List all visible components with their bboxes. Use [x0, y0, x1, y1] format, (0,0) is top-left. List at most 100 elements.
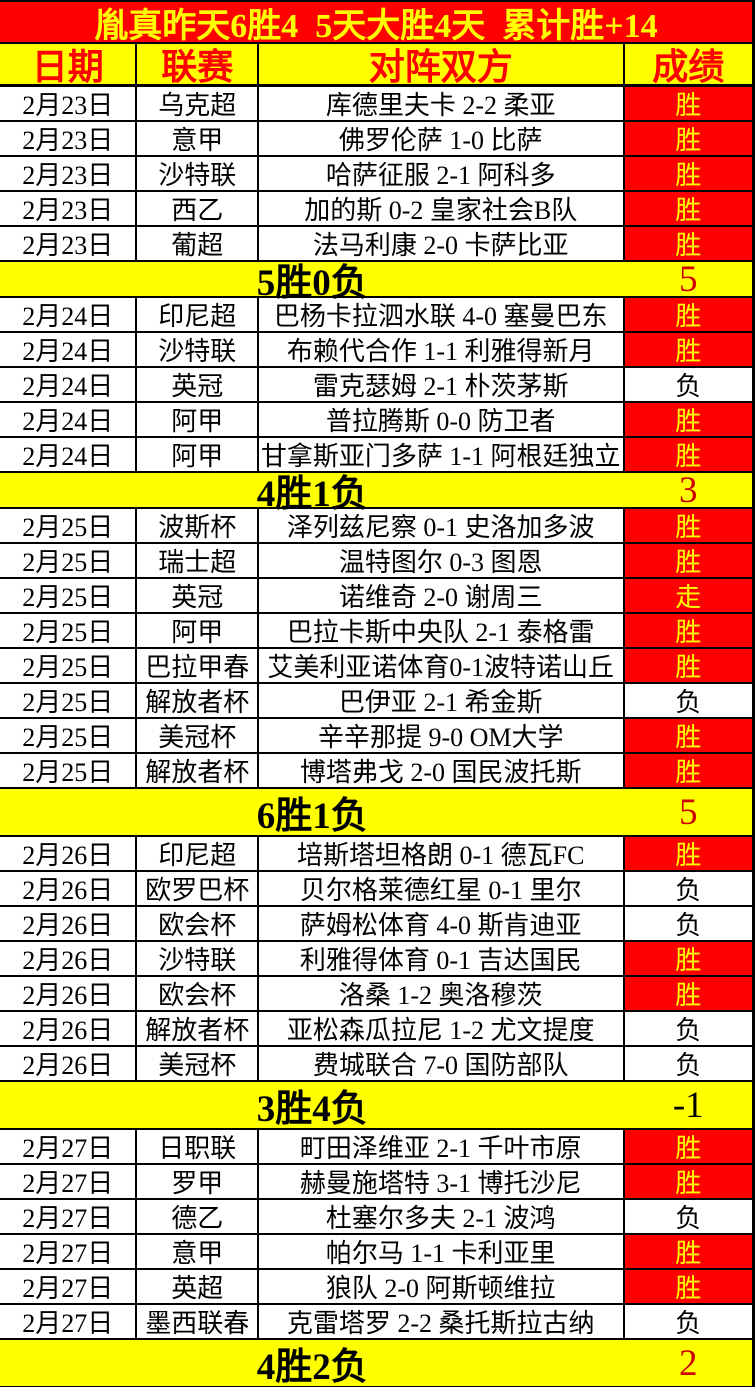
row-date-cell: 2月26日	[0, 942, 138, 975]
table-row: 2月25日 巴拉甲春 艾美利亚诺体育0-1波特诺山丘胜	[0, 649, 752, 684]
row-league-cell: 印尼超	[137, 298, 259, 331]
row-result-badge: 负	[624, 1305, 752, 1338]
table-row: 2月24日 阿甲 甘拿斯亚门多萨 1-1 阿根廷独立胜	[0, 438, 752, 473]
table-row: 2月25日 美冠杯 辛辛那提 9-0 OM大学胜	[0, 719, 752, 754]
row-match-cell: 博塔弗戈 2-0 国民波托斯	[259, 754, 625, 787]
row-league-cell: 解放者杯	[137, 684, 259, 717]
table-row: 2月27日 墨西联春 克雷塔罗 2-2 桑托斯拉古纳负	[0, 1305, 752, 1340]
row-date-cell: 2月27日	[0, 1270, 138, 1303]
summary-net-value: 5	[679, 258, 698, 300]
row-match-cell: 诺维奇 2-0 谢周三	[259, 579, 625, 612]
row-match-cell: 培斯塔坦格朗 0-1 德瓦FC	[259, 837, 625, 870]
row-date-cell: 2月26日	[0, 1012, 138, 1045]
row-league-cell: 英超	[137, 1270, 259, 1303]
row-match-cell: 巴伊亚 2-1 希金斯	[259, 684, 625, 717]
row-league-cell: 阿甲	[137, 403, 259, 436]
row-result-badge: 胜	[624, 719, 752, 752]
row-date-cell: 2月26日	[0, 872, 138, 905]
row-league-cell: 阿甲	[137, 438, 259, 471]
page-title: 胤真昨天6胜4 5天大胜4天 累计胜+14	[0, 2, 752, 44]
section-summary-row: 6胜1负 5	[0, 789, 752, 837]
summary-record-label: 4胜2负	[256, 1347, 368, 1387]
row-result-badge: 胜	[624, 157, 752, 190]
row-result-badge: 负	[624, 368, 752, 401]
summary-net-value: 5	[679, 791, 698, 833]
summary-net-value: 3	[679, 469, 698, 511]
table-row: 2月26日 解放者杯 亚松森瓜拉尼 1-2 尤文提度负	[0, 1012, 752, 1047]
table-row: 2月27日 德乙 杜塞尔多夫 2-1 波鸿负	[0, 1200, 752, 1235]
row-match-cell: 哈萨征服 2-1 阿科多	[259, 157, 625, 190]
row-date-cell: 2月25日	[0, 579, 138, 612]
row-match-cell: 亚松森瓜拉尼 1-2 尤文提度	[259, 1012, 625, 1045]
row-league-cell: 瑞士超	[137, 544, 259, 577]
table-row: 2月24日 沙特联 布赖代合作 1-1 利雅得新月胜	[0, 333, 752, 368]
header-date: 日期	[0, 44, 138, 84]
row-result-badge: 胜	[624, 1235, 752, 1268]
row-date-cell: 2月25日	[0, 754, 138, 787]
row-match-cell: 利雅得体育 0-1 吉达国民	[259, 942, 625, 975]
table-row: 2月23日 西乙 加的斯 0-2 皇家社会B队胜	[0, 192, 752, 227]
row-result-badge: 胜	[624, 649, 752, 682]
row-match-cell: 温特图尔 0-3 图恩	[259, 544, 625, 577]
table-body: 2月23日 乌克超 库德里夫卡 2-2 柔亚胜 2月23日 意甲 佛罗伦萨 1-0 比萨胜…	[0, 87, 752, 1387]
row-match-cell: 佛罗伦萨 1-0 比萨	[259, 122, 625, 155]
row-match-cell: 布赖代合作 1-1 利雅得新月	[259, 333, 625, 366]
row-league-cell: 英冠	[137, 579, 259, 612]
summary-record-label: 3胜4负	[256, 1089, 368, 1130]
row-date-cell: 2月23日	[0, 122, 138, 155]
row-match-cell: 洛桑 1-2 奥洛穆茨	[259, 977, 625, 1010]
table-row: 2月25日 英冠 诺维奇 2-0 谢周三走	[0, 579, 752, 614]
summary-net-value: 2	[679, 1342, 698, 1384]
row-league-cell: 阿甲	[137, 614, 259, 647]
row-result-badge: 胜	[624, 227, 752, 260]
row-league-cell: 英冠	[137, 368, 259, 401]
row-match-cell: 克雷塔罗 2-2 桑托斯拉古纳	[259, 1305, 625, 1338]
row-match-cell: 巴杨卡拉泗水联 4-0 塞曼巴东	[259, 298, 625, 331]
row-result-badge: 胜	[624, 544, 752, 577]
row-date-cell: 2月26日	[0, 977, 138, 1010]
section-summary-row: 4胜1负 3	[0, 470, 752, 515]
row-date-cell: 2月27日	[0, 1130, 138, 1163]
date-section: 2月23日 乌克超 库德里夫卡 2-2 柔亚胜 2月23日 意甲 佛罗伦萨 1-0 比萨胜…	[0, 87, 752, 304]
table-row: 2月23日 乌克超 库德里夫卡 2-2 柔亚胜	[0, 87, 752, 122]
row-match-cell: 辛辛那提 9-0 OM大学	[259, 719, 625, 752]
summary-net-value: -1	[672, 1084, 704, 1126]
row-result-badge: 胜	[624, 122, 752, 155]
date-section: 2月26日 印尼超 培斯塔坦格朗 0-1 德瓦FC 胜 2月26日 欧罗巴杯 贝尔格莱德红星…	[0, 837, 752, 1130]
row-result-badge: 胜	[624, 87, 752, 120]
table-row: 2月25日 阿甲 巴拉卡斯中央队 2-1 泰格雷胜	[0, 614, 752, 649]
row-result-badge: 走	[624, 579, 752, 612]
row-result-badge: 胜	[624, 403, 752, 436]
table-row: 2月27日 罗甲 赫曼施塔特 3-1 博托沙尼胜	[0, 1165, 752, 1200]
row-date-cell: 2月24日	[0, 368, 138, 401]
table-row: 2月26日 欧会杯 洛桑 1-2 奥洛穆茨胜	[0, 977, 752, 1012]
table-row: 2月23日 意甲 佛罗伦萨 1-0 比萨胜	[0, 122, 752, 157]
row-match-cell: 雷克瑟姆 2-1 朴茨茅斯	[259, 368, 625, 401]
row-result-badge: 胜	[624, 1130, 752, 1163]
row-result-badge: 负	[624, 907, 752, 940]
row-date-cell: 2月23日	[0, 87, 138, 120]
table-header: 日期 联赛 对阵双方 成绩	[0, 44, 752, 87]
row-league-cell: 乌克超	[137, 87, 259, 120]
row-league-cell: 巴拉甲春	[137, 649, 259, 682]
row-league-cell: 墨西联春	[137, 1305, 259, 1338]
row-date-cell: 2月23日	[0, 227, 138, 260]
table-row: 2月25日 瑞士超 温特图尔 0-3 图恩胜	[0, 544, 752, 579]
row-match-cell: 贝尔格莱德红星 0-1 里尔	[259, 872, 625, 905]
row-date-cell: 2月24日	[0, 403, 138, 436]
row-match-cell: 费城联合 7-0 国防部队	[259, 1047, 625, 1080]
row-result-badge: 胜	[624, 837, 752, 870]
row-league-cell: 意甲	[137, 1235, 259, 1268]
row-league-cell: 罗甲	[137, 1165, 259, 1198]
row-match-cell: 泽列兹尼察 0-1 史洛加多波	[259, 509, 625, 542]
row-league-cell: 解放者杯	[137, 754, 259, 787]
row-league-cell: 解放者杯	[137, 1012, 259, 1045]
row-date-cell: 2月23日	[0, 157, 138, 190]
row-league-cell: 欧罗巴杯	[137, 872, 259, 905]
row-result-badge: 胜	[624, 977, 752, 1010]
row-match-cell: 加的斯 0-2 皇家社会B队	[259, 192, 625, 225]
row-result-badge: 胜	[624, 942, 752, 975]
row-result-badge: 胜	[624, 438, 752, 471]
row-result-badge: 胜	[624, 1165, 752, 1198]
